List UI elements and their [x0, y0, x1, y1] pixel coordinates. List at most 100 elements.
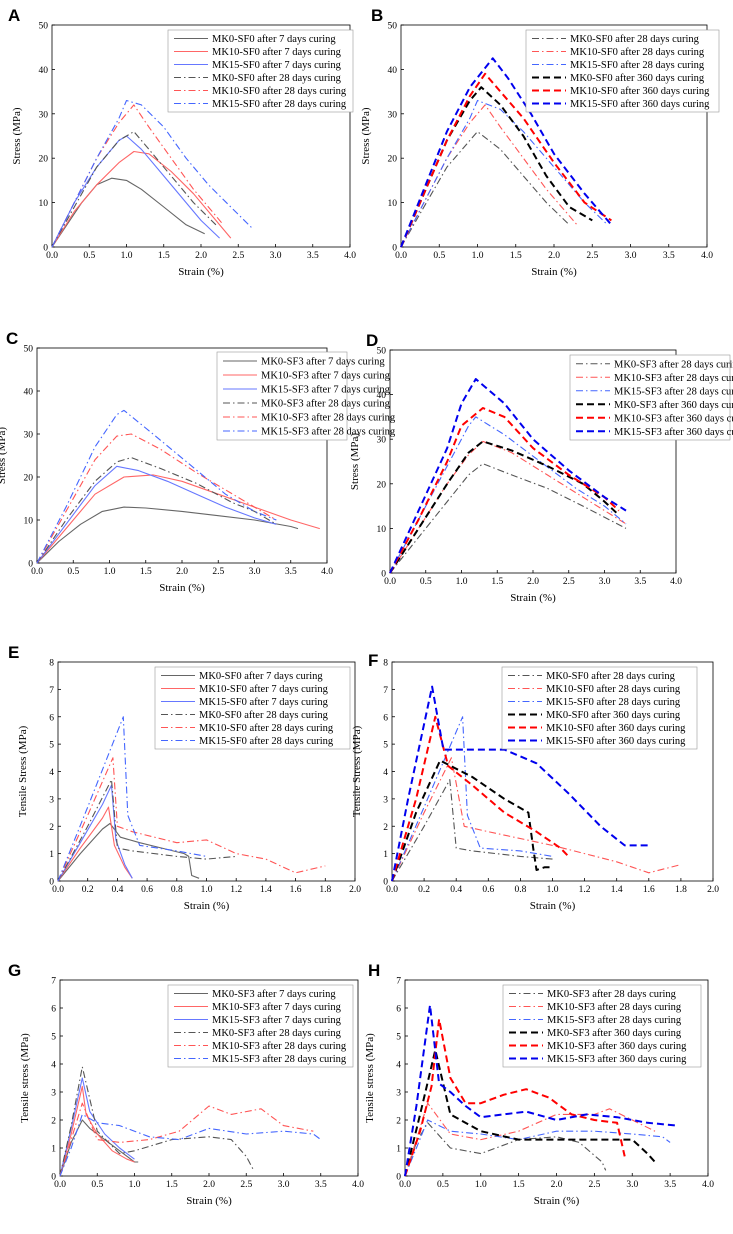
x-axis-label: Strain (%)	[530, 900, 576, 912]
legend-box	[525, 29, 720, 113]
legend-entry: MK0-SF0 after 360 days curing	[546, 710, 681, 721]
legend-entry: MK0-SF3 after 28 days curing	[212, 1028, 342, 1039]
y-tick-label: 6	[49, 713, 54, 723]
x-tick-label: 1.0	[472, 251, 484, 261]
y-axis-label: Tensile Stress (MPa)	[351, 725, 363, 817]
series-line-1	[404, 1122, 607, 1177]
x-tick-label: 1.0	[129, 1180, 141, 1190]
x-axis-label: Strain (%)	[184, 900, 230, 912]
y-tick-label: 5	[51, 1033, 56, 1043]
legend-entry: MK15-SF0 after 360 days curing	[570, 99, 710, 110]
x-tick-label: 0.2	[82, 885, 94, 895]
series-line-4	[391, 759, 553, 882]
x-axis-label: Strain (%)	[531, 266, 577, 278]
y-tick-label: 4	[51, 1061, 56, 1071]
x-tick-label: 0.0	[395, 251, 407, 261]
panel-c: C 0.0 0.5 1.0 1.5 2.0 2.5 3.0 3.5 4.0 0 10 20 30 40 50…	[0, 329, 396, 594]
x-tick-label: 1.5	[513, 1180, 525, 1190]
x-tick-label: 0.5	[91, 1180, 103, 1190]
y-tick-label: 7	[383, 686, 388, 696]
x-tick-label: 0.4	[450, 885, 462, 895]
series-line-5	[404, 1018, 626, 1177]
x-tick-label: 2.5	[563, 577, 575, 587]
series-line-2	[36, 474, 320, 564]
x-tick-label: 0.5	[437, 1180, 449, 1190]
y-tick-label: 10	[377, 525, 387, 535]
series-line-1	[400, 131, 570, 248]
x-tick-label: 0.0	[386, 885, 398, 895]
x-tick-label: 0.8	[171, 885, 183, 895]
y-tick-label: 20	[39, 155, 49, 165]
x-tick-label: 4.0	[344, 251, 356, 261]
y-tick-label: 30	[24, 431, 34, 441]
legend-entry: MK15-SF3 after 28 days curing	[261, 427, 396, 438]
legend-box	[569, 354, 731, 441]
y-tick-label: 40	[377, 391, 387, 401]
legend-box	[167, 984, 354, 1068]
x-tick-label: 2.5	[240, 1180, 252, 1190]
legend-entry: MK10-SF0 after 360 days curing	[546, 723, 686, 734]
y-tick-label: 7	[396, 977, 401, 987]
legend-entry: MK0-SF0 after 7 days curing	[212, 34, 336, 45]
y-tick-label: 6	[396, 1005, 401, 1015]
x-tick-label: 1.5	[166, 1180, 178, 1190]
y-tick-label: 0	[28, 560, 33, 570]
x-tick-label: 2.5	[212, 567, 224, 577]
x-tick-label: 1.5	[140, 567, 152, 577]
y-tick-label: 40	[388, 66, 398, 76]
x-tick-label: 1.0	[547, 885, 559, 895]
x-tick-label: 1.0	[456, 577, 468, 587]
y-tick-label: 1	[383, 850, 388, 860]
y-tick-label: 4	[49, 768, 54, 778]
panel-letter: H	[368, 961, 380, 980]
x-tick-label: 1.5	[491, 577, 503, 587]
x-tick-label: 2.0	[176, 567, 188, 577]
series-line-1	[389, 463, 627, 574]
x-tick-label: 2.0	[707, 885, 719, 895]
x-tick-label: 0.6	[482, 885, 494, 895]
y-tick-label: 7	[49, 686, 54, 696]
y-tick-label: 0	[396, 1173, 401, 1183]
y-tick-label: 2	[383, 823, 388, 833]
legend-entry: MK10-SF0 after 360 days curing	[570, 86, 710, 97]
legend-entry: MK10-SF3 after 28 days curing	[261, 413, 396, 424]
y-tick-label: 50	[39, 22, 49, 32]
legend-box	[216, 351, 348, 441]
x-tick-label: 2.0	[195, 251, 207, 261]
series-line-2	[51, 150, 232, 248]
legend-entry: MK0-SF0 after 28 days curing	[570, 34, 700, 45]
y-axis-label: Stress (MPa)	[360, 107, 372, 164]
x-tick-label: 2.0	[551, 1180, 563, 1190]
y-tick-label: 4	[383, 768, 388, 778]
y-tick-label: 0	[392, 244, 397, 254]
series-line-4	[404, 1049, 656, 1177]
x-tick-label: 1.0	[104, 567, 116, 577]
y-tick-label: 1	[49, 850, 54, 860]
y-tick-label: 30	[39, 110, 49, 120]
y-tick-label: 0	[383, 878, 388, 888]
x-tick-label: 3.5	[634, 577, 646, 587]
legend-entry: MK15-SF3 after 7 days curing	[261, 385, 391, 396]
panel-letter: D	[366, 331, 378, 350]
y-tick-label: 0	[51, 1173, 56, 1183]
x-tick-label: 3.5	[285, 567, 297, 577]
series-line-1	[57, 822, 200, 882]
series-line-5	[391, 715, 570, 882]
y-tick-label: 7	[51, 977, 56, 987]
x-tick-label: 4.0	[321, 567, 333, 577]
series-line-5	[51, 104, 224, 248]
legend-entry: MK0-SF0 after 7 days curing	[199, 671, 323, 682]
series-line-3	[59, 1077, 135, 1177]
series-line-4	[389, 440, 620, 574]
y-tick-label: 8	[49, 659, 54, 669]
x-tick-label: 3.5	[663, 251, 675, 261]
x-tick-label: 0.2	[418, 885, 430, 895]
x-axis-label: Strain (%)	[510, 592, 556, 604]
x-tick-label: 1.0	[475, 1180, 487, 1190]
y-tick-label: 3	[396, 1089, 401, 1099]
legend-entry: MK15-SF3 after 7 days curing	[212, 1015, 342, 1026]
panel-h: H 0.0 0.5 1.0 1.5 2.0 2.5 3.0 3.5 4.0 0 1 2 3 4 5 6 7 Str…	[364, 961, 714, 1207]
legend-entry: MK0-SF3 after 360 days curing	[614, 400, 733, 411]
x-tick-label: 2.0	[527, 577, 539, 587]
